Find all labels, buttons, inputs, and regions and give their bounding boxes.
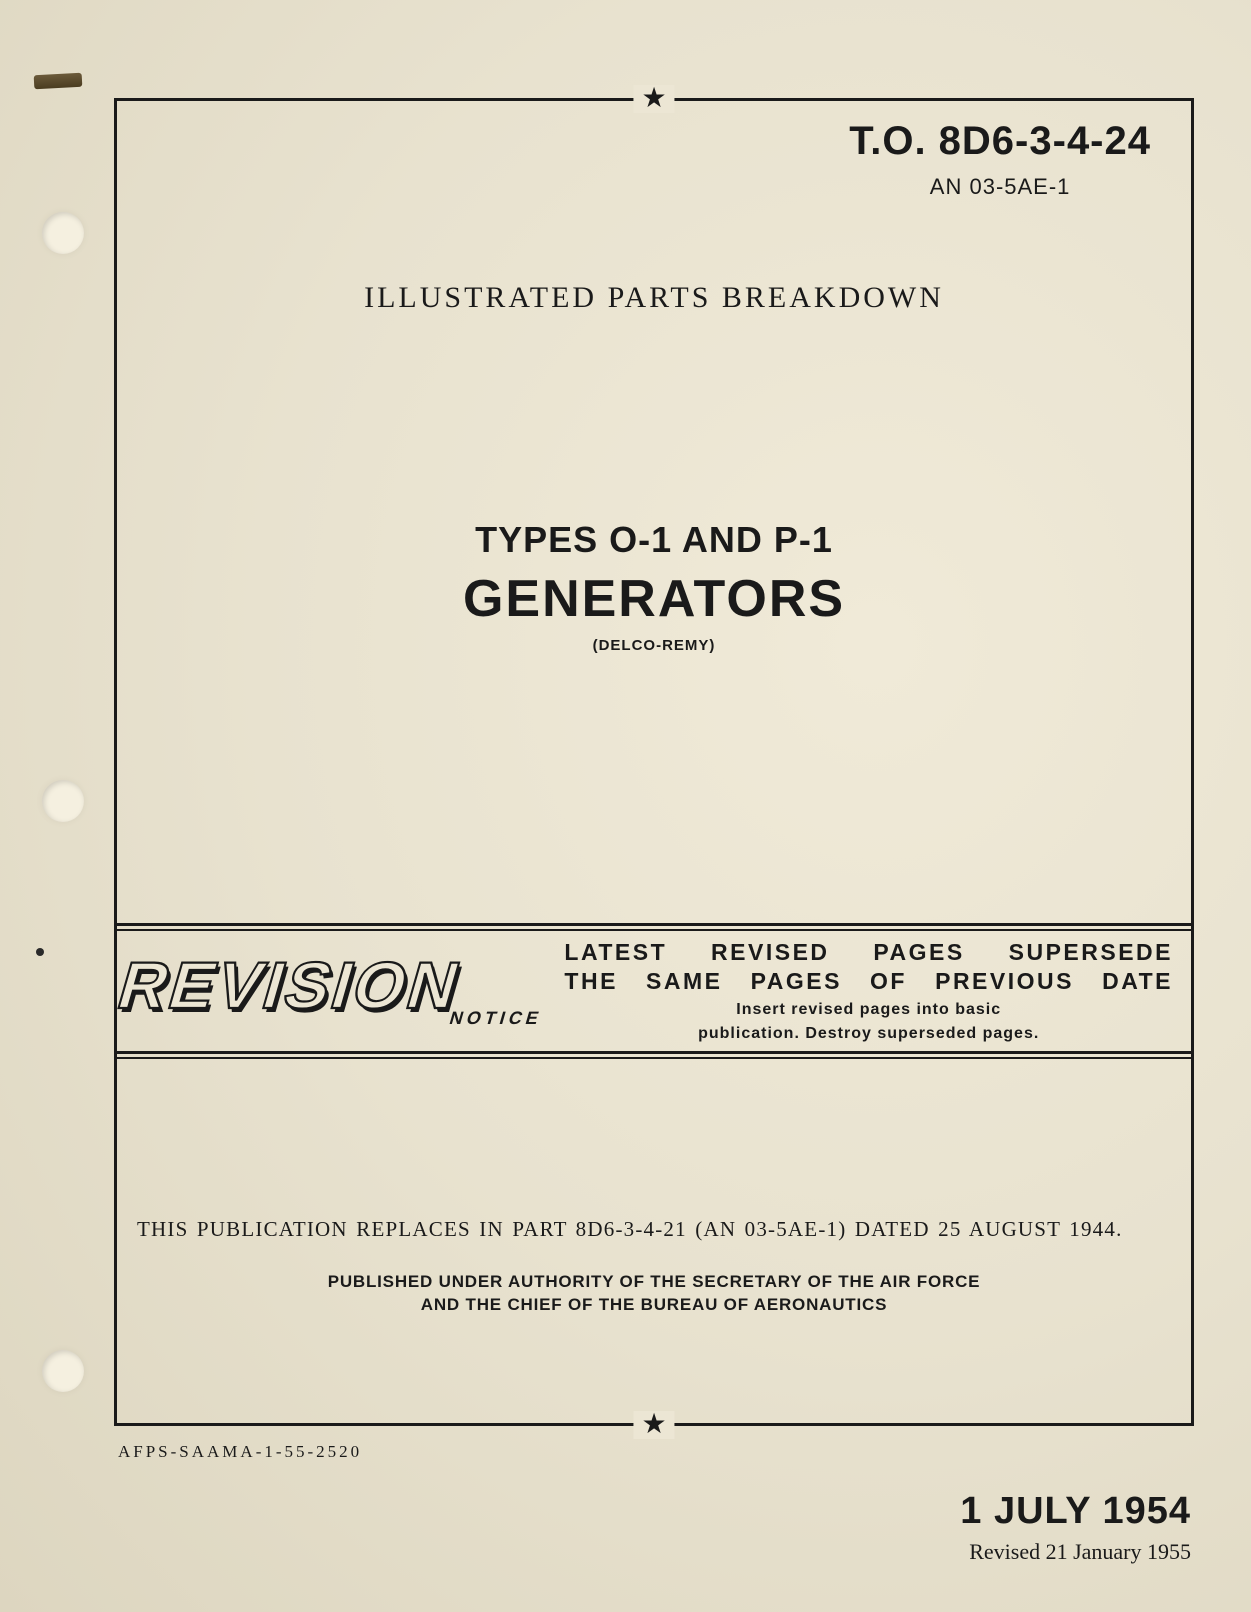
staple-mark (34, 73, 83, 89)
authority-block: PUBLISHED UNDER AUTHORITY OF THE SECRETA… (117, 1271, 1191, 1317)
revision-text: LATEST REVISED PAGES SUPERSEDE THE SAME … (542, 938, 1173, 1044)
authority-line: PUBLISHED UNDER AUTHORITY OF THE SECRETA… (117, 1271, 1191, 1294)
doc-type: ILLUSTRATED PARTS BREAKDOWN (117, 281, 1191, 315)
manufacturer: (DELCO-REMY) (117, 637, 1191, 654)
punch-hole (42, 1350, 84, 1392)
revision-date: Revised 21 January 1955 (960, 1539, 1191, 1565)
revision-notice-label: NOTICE (447, 1008, 545, 1029)
punch-hole (42, 212, 84, 254)
main-title: GENERATORS (117, 569, 1191, 629)
punch-hole (42, 780, 84, 822)
revision-word: REVISION (110, 947, 471, 1023)
revision-line: THE SAME PAGES OF PREVIOUS DATE (564, 967, 1173, 996)
star-icon: ★ (633, 85, 674, 113)
rule-line (115, 923, 1193, 931)
ink-dot (36, 948, 44, 956)
revision-notice-band: REVISION NOTICE LATEST REVISED PAGES SUP… (115, 923, 1193, 1059)
page: ★ ★ T.O. 8D6-3-4-24 AN 03-5AE-1 ILLUSTRA… (0, 0, 1251, 1612)
content-frame: ★ ★ T.O. 8D6-3-4-24 AN 03-5AE-1 ILLUSTRA… (114, 98, 1194, 1426)
publication-date: 1 JULY 1954 (960, 1490, 1191, 1533)
to-number: T.O. 8D6-3-4-24 (849, 119, 1151, 164)
revision-wordmark: REVISION NOTICE (125, 953, 542, 1029)
date-block: 1 JULY 1954 Revised 21 January 1955 (960, 1490, 1191, 1565)
authority-line: AND THE CHIEF OF THE BUREAU OF AERONAUTI… (117, 1294, 1191, 1317)
revision-instruction: Insert revised pages into basic (564, 1000, 1173, 1020)
star-icon: ★ (633, 1411, 674, 1439)
an-number: AN 03-5AE-1 (849, 174, 1151, 200)
types-line: TYPES O-1 AND P-1 (117, 519, 1191, 561)
rule-line (115, 1051, 1193, 1059)
doc-number-block: T.O. 8D6-3-4-24 AN 03-5AE-1 (849, 119, 1151, 200)
replaces-line: THIS PUBLICATION REPLACES IN PART 8D6-3-… (137, 1217, 1171, 1242)
revision-instruction: publication. Destroy superseded pages. (564, 1024, 1173, 1044)
afps-code: AFPS-SAAMA-1-55-2520 (118, 1442, 362, 1462)
revision-line: LATEST REVISED PAGES SUPERSEDE (564, 938, 1173, 967)
